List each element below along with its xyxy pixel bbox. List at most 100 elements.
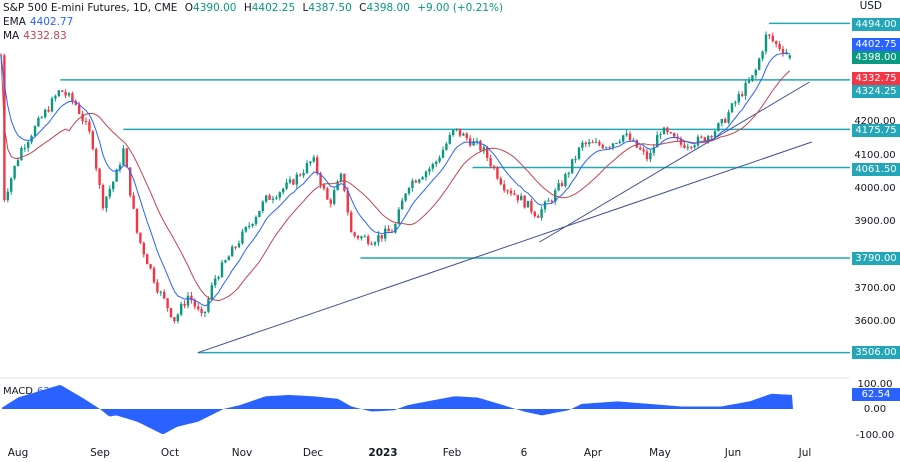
candles bbox=[0, 31, 791, 324]
candle-body bbox=[472, 141, 475, 146]
low-label: L bbox=[302, 2, 309, 14]
macd-value-label: 62.54 bbox=[852, 388, 900, 401]
candle-body bbox=[353, 232, 356, 236]
candle-body bbox=[584, 142, 587, 145]
ema-legend[interactable]: EMA 4402.77 bbox=[3, 15, 77, 29]
macd-tick: -100.00 bbox=[855, 429, 895, 441]
candle-body bbox=[71, 93, 74, 102]
candle-body bbox=[506, 190, 509, 192]
candle-body bbox=[278, 192, 281, 198]
candle-body bbox=[693, 145, 696, 148]
candle-body bbox=[367, 236, 370, 244]
candle-body bbox=[632, 139, 635, 141]
candle-body bbox=[20, 147, 23, 161]
candle-body bbox=[458, 128, 462, 136]
candle-body bbox=[737, 94, 740, 103]
candle-body bbox=[615, 142, 618, 144]
candle-body bbox=[469, 138, 472, 146]
macd-legend[interactable]: MACD 62.54 bbox=[3, 385, 70, 399]
candle-body bbox=[513, 193, 516, 195]
candle-body bbox=[105, 196, 108, 209]
candle-body bbox=[343, 173, 346, 191]
candle-body bbox=[581, 142, 584, 148]
candle-body bbox=[673, 133, 676, 137]
candle-body bbox=[312, 157, 315, 162]
candle-body bbox=[486, 147, 489, 158]
trendlines bbox=[197, 81, 812, 354]
candle-body bbox=[628, 133, 632, 141]
candle-body bbox=[686, 146, 689, 148]
candle-body bbox=[662, 127, 666, 135]
candle-body bbox=[231, 246, 234, 257]
candle-body bbox=[271, 198, 275, 200]
ma-value: 4332.83 bbox=[23, 30, 67, 42]
candle-body bbox=[54, 96, 57, 99]
candle-body bbox=[248, 225, 251, 227]
price-tick: 4100.00 bbox=[854, 149, 896, 161]
price-label-level: 4494.00 bbox=[852, 18, 900, 31]
candle-body bbox=[741, 94, 744, 96]
candle-body bbox=[254, 217, 258, 224]
candle-body bbox=[635, 139, 638, 148]
candle-body bbox=[717, 123, 720, 132]
candle-body bbox=[516, 194, 519, 201]
candle-body bbox=[428, 168, 431, 172]
candle-body bbox=[108, 189, 111, 197]
candle-body bbox=[115, 169, 118, 182]
candle-body bbox=[537, 216, 540, 218]
candle-body bbox=[217, 277, 220, 279]
candle-body bbox=[125, 148, 128, 168]
candle-body bbox=[363, 236, 366, 238]
candle-body bbox=[625, 133, 628, 136]
candle-body bbox=[591, 142, 594, 144]
candle-body bbox=[465, 133, 468, 139]
time-tick: Jun bbox=[724, 447, 742, 459]
candle-body bbox=[424, 171, 428, 178]
candle-body bbox=[183, 303, 186, 306]
candle-body bbox=[523, 195, 526, 208]
candle-body bbox=[659, 134, 662, 136]
candle-body bbox=[47, 109, 50, 112]
candle-body bbox=[724, 119, 727, 123]
high-label: H bbox=[243, 2, 252, 14]
candle-body bbox=[380, 234, 383, 239]
candle-body bbox=[207, 298, 210, 312]
candle-body bbox=[489, 157, 492, 167]
candle-body bbox=[360, 236, 363, 239]
candle-body bbox=[44, 109, 47, 118]
candle-body bbox=[574, 158, 577, 160]
candle-body bbox=[775, 41, 778, 45]
candle-body bbox=[421, 177, 424, 180]
candle-body bbox=[642, 149, 645, 152]
candle-body bbox=[377, 234, 380, 243]
candle-body bbox=[13, 165, 16, 179]
candle-body bbox=[492, 166, 496, 168]
candle-body bbox=[112, 181, 115, 190]
candle-body bbox=[751, 75, 754, 81]
candle-body bbox=[666, 127, 669, 133]
candle-body bbox=[785, 52, 788, 54]
macd-tick: 0.00 bbox=[863, 404, 887, 415]
candle-body bbox=[567, 172, 570, 175]
candle-body bbox=[727, 112, 730, 123]
candle-body bbox=[404, 193, 407, 201]
candle-body bbox=[295, 174, 298, 185]
candle-body bbox=[288, 179, 292, 183]
candle-body bbox=[418, 179, 421, 183]
candle-body bbox=[156, 282, 159, 293]
candle-body bbox=[237, 243, 241, 248]
candle-body bbox=[166, 298, 169, 309]
candle-body bbox=[163, 291, 166, 299]
candle-body bbox=[520, 195, 523, 201]
candle-body bbox=[761, 51, 764, 59]
candle-body bbox=[142, 242, 145, 255]
ma-legend[interactable]: MA 4332.83 bbox=[3, 29, 71, 43]
time-tick: Oct bbox=[160, 447, 180, 459]
candle-body bbox=[149, 264, 152, 269]
time-tick: 2023 bbox=[368, 447, 398, 459]
candle-body bbox=[503, 184, 506, 191]
candle-body bbox=[329, 199, 332, 204]
price-label-level: 4324.25 bbox=[852, 85, 900, 98]
candle-body bbox=[747, 80, 751, 83]
